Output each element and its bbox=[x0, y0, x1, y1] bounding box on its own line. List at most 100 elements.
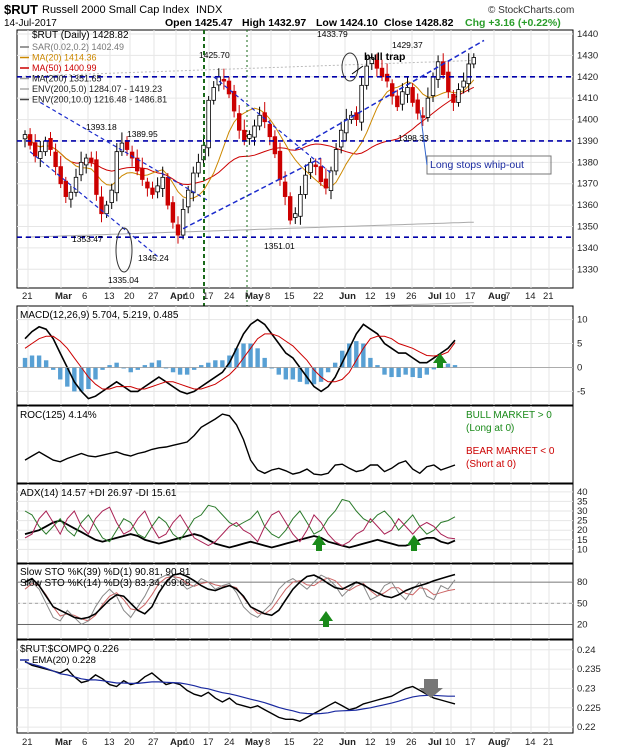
macd-histogram-bar bbox=[93, 367, 98, 380]
indicator-tick-label: 0.225 bbox=[577, 703, 601, 714]
candle-body bbox=[73, 176, 79, 193]
ratio-series-1 bbox=[24, 661, 455, 715]
macd-histogram-bar bbox=[114, 362, 119, 368]
x-tick-label-bottom: 10 bbox=[445, 737, 456, 748]
x-tick-label-bottom: 19 bbox=[385, 737, 396, 748]
indicator-tick-label: 5 bbox=[577, 339, 582, 350]
candle-body bbox=[180, 209, 186, 236]
x-tick-label: 22 bbox=[313, 291, 324, 302]
trendline-up bbox=[182, 157, 322, 230]
trendline-down bbox=[213, 76, 332, 174]
x-tick-label: 24 bbox=[224, 291, 235, 302]
indicator-tick-label: 35 bbox=[577, 496, 588, 507]
macd-histogram-bar bbox=[213, 360, 218, 368]
macd-histogram-bar bbox=[417, 367, 422, 379]
adx-series-2 bbox=[24, 506, 456, 547]
roc-title: ROC(125) 4.14% bbox=[20, 410, 97, 421]
candle-body bbox=[124, 140, 130, 150]
ma20-line bbox=[24, 79, 475, 200]
x-tick-label: 27 bbox=[148, 291, 159, 302]
sto-series bbox=[24, 572, 456, 620]
x-tick-label-bottom: Apr bbox=[170, 737, 187, 748]
macd-series-0 bbox=[24, 318, 456, 400]
candle-body bbox=[446, 71, 451, 93]
x-tick-label: Mar bbox=[55, 291, 72, 302]
legend-entry: ENV(200,10.0) 1216.48 - 1486.81 bbox=[32, 95, 167, 105]
candle-body bbox=[109, 189, 114, 203]
x-tick-label-bottom: 20 bbox=[124, 737, 135, 748]
price-title: $RUT (Daily) 1428.82 bbox=[32, 30, 129, 41]
candle-body bbox=[165, 176, 170, 206]
candle-body bbox=[53, 151, 58, 168]
ratio-series-0 bbox=[24, 660, 456, 723]
macd-histogram-bar bbox=[354, 341, 359, 368]
macd-histogram-bar bbox=[191, 367, 197, 370]
candle-body bbox=[405, 87, 410, 95]
indicator-tick-label: -5 bbox=[577, 386, 585, 397]
candle-body bbox=[38, 151, 43, 159]
macd-histogram-bar bbox=[36, 355, 42, 368]
macd-up-arrow bbox=[433, 353, 447, 368]
candle-body bbox=[145, 181, 150, 189]
candle-body bbox=[247, 134, 252, 139]
macd-histogram-bar bbox=[445, 363, 451, 368]
macd-histogram-bar bbox=[276, 367, 281, 375]
roc-annotation: BULL MARKET > 0 bbox=[466, 410, 552, 421]
price-annotation: 1351.01 bbox=[264, 241, 295, 251]
roc-annotation: (Long at 0) bbox=[466, 423, 514, 434]
candle-body bbox=[410, 87, 415, 103]
legend-entry: ENV(200,5.0) 1284.07 - 1419.23 bbox=[32, 84, 162, 94]
macd-histogram-bar bbox=[177, 367, 183, 375]
indicator-tick-label: 0.23 bbox=[577, 683, 596, 694]
open-value: Open 1425.47 bbox=[165, 17, 233, 29]
price-tick-label: 1410 bbox=[577, 93, 598, 104]
macd-histogram-bar bbox=[248, 343, 253, 368]
candle-body bbox=[119, 142, 125, 153]
macd-series-1 bbox=[24, 333, 456, 390]
x-tick-label: 26 bbox=[406, 291, 417, 302]
macd-histogram-bar bbox=[375, 365, 380, 368]
candle-body bbox=[89, 157, 94, 163]
price-tick-label: 1350 bbox=[577, 222, 598, 233]
macd-histogram-bar bbox=[368, 357, 373, 368]
ma50-line bbox=[24, 86, 475, 186]
price-annotation: 1335.04 bbox=[108, 275, 139, 285]
candle-body bbox=[160, 176, 165, 189]
indicator-tick-label: 30 bbox=[577, 506, 588, 517]
adx-title: ADX(14) 14.57 +DI 26.97 -DI 15.61 bbox=[20, 488, 177, 499]
candle-body bbox=[354, 112, 359, 120]
x-tick-label-bottom: 17 bbox=[203, 737, 214, 748]
legend-entry: MA(20) 1414.36 bbox=[32, 53, 97, 63]
candle-body bbox=[129, 151, 135, 159]
candle-body bbox=[456, 89, 461, 103]
candle-body bbox=[359, 84, 364, 123]
price-annotation: 1398.33 bbox=[398, 133, 429, 143]
candle-body bbox=[267, 123, 272, 138]
x-tick-label-bottom: Jul bbox=[428, 737, 442, 748]
x-tick-label: 17 bbox=[465, 291, 476, 302]
candle-body bbox=[216, 76, 221, 86]
annotation-note: Long stops whip-out bbox=[430, 159, 524, 171]
macd-histogram-bar bbox=[79, 367, 84, 392]
macd-histogram-bar bbox=[128, 367, 133, 373]
candle-body bbox=[420, 115, 425, 118]
candle-body bbox=[471, 57, 476, 65]
indicator-tick-label: 50 bbox=[577, 598, 588, 609]
x-tick-label: 17 bbox=[203, 291, 214, 302]
candle-body bbox=[63, 180, 68, 197]
ma200-line bbox=[24, 221, 474, 238]
x-tick-label-bottom: 7 bbox=[505, 737, 510, 748]
macd-histogram-bar bbox=[184, 367, 190, 375]
macd-histogram-bar bbox=[424, 367, 430, 375]
macd-histogram-bar bbox=[403, 367, 408, 375]
price-tick-label: 1360 bbox=[577, 200, 598, 211]
candle-body bbox=[196, 161, 201, 174]
low-circle bbox=[115, 227, 133, 273]
macd-histogram-bar bbox=[199, 365, 204, 368]
macd-histogram-bar bbox=[50, 367, 56, 370]
adx-series-0 bbox=[24, 519, 456, 549]
price-annotation: 1353.47 bbox=[72, 234, 103, 244]
candle-body bbox=[395, 95, 400, 108]
candle-body bbox=[252, 125, 257, 138]
x-tick-label: 6 bbox=[82, 291, 87, 302]
